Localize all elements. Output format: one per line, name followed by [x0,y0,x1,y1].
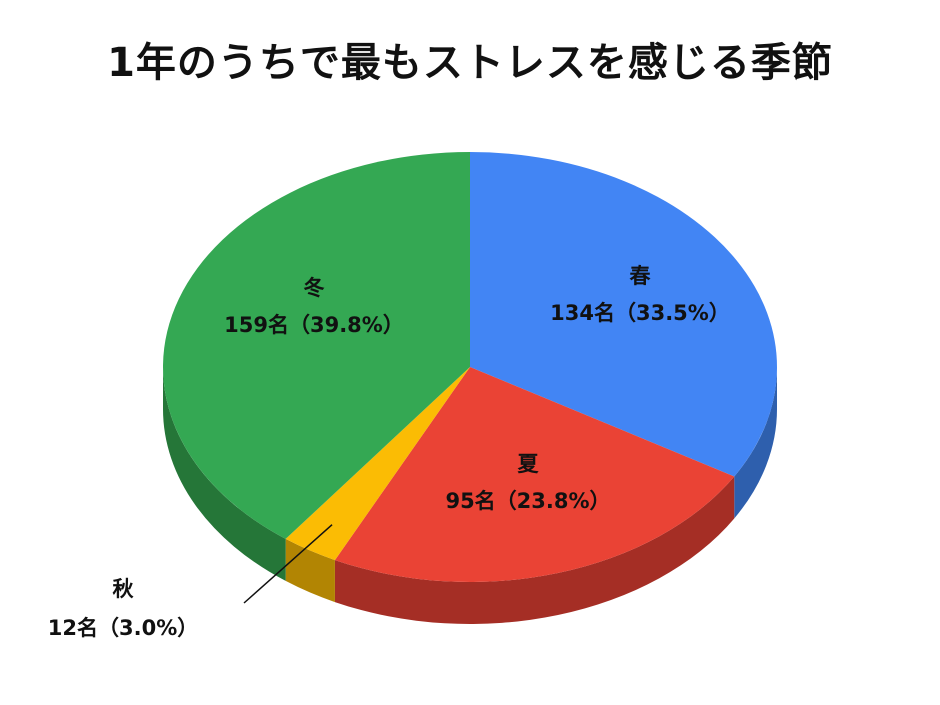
slice-label-winter-name: 冬 [304,276,325,300]
pie-slices [163,152,777,583]
slice-labels: 春 134名（33.5%） 夏 95名（23.8%） 秋 12名（3.0%） 冬… [48,264,730,640]
slice-label-autumn-name: 秋 [113,577,135,601]
pie-slice-autumn [285,367,470,561]
slice-label-summer-value: 95名（23.8%） [445,489,610,513]
pie-slice-summer [334,367,735,583]
slice-label-winter-value: 159名（39.8%） [224,313,404,337]
autumn-leader-line [243,524,333,604]
slice-label-spring-value: 134名（33.5%） [550,301,730,325]
pie-slice-winter [163,152,470,539]
slice-label-summer-name: 夏 [518,452,540,476]
chart-title: 1年のうちで最もストレスを感じる季節 [107,40,833,86]
pie-slice-spring [470,152,777,477]
slice-label-autumn-value: 12名（3.0%） [48,616,198,640]
pie-side-spring [734,367,777,519]
pie-side-summer [334,476,735,625]
slice-label-spring-name: 春 [630,264,652,288]
pie-side-winter [163,367,286,581]
